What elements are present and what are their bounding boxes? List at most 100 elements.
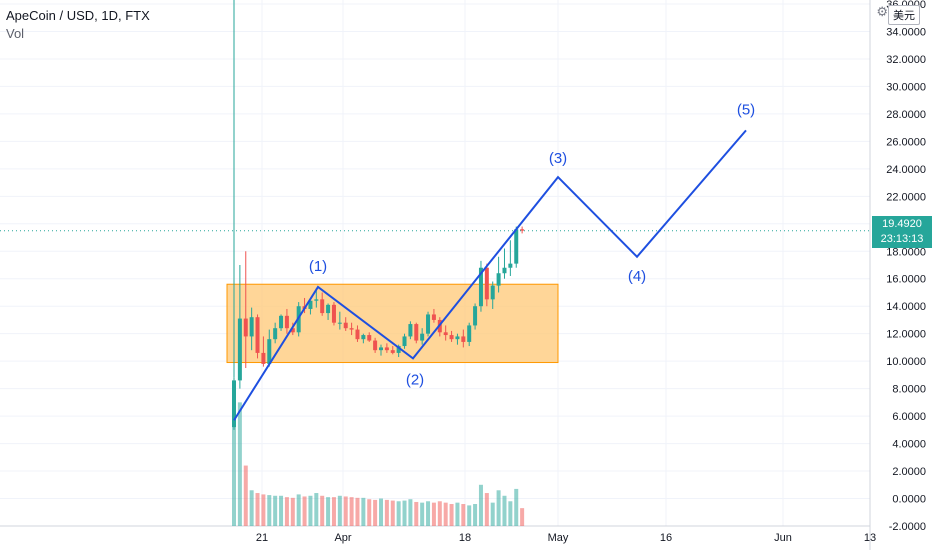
symbol-title[interactable]: ApeCoin / USD, 1D, FTX [6,8,150,23]
volume-bar [343,496,348,526]
candle-body [449,335,454,340]
currency-badge[interactable]: 美元 [888,5,920,25]
candle-body [490,285,495,300]
candle-body [520,229,525,231]
volume-bar [314,493,319,526]
volume-bar [296,494,301,526]
candle-body [408,324,413,337]
volume-bar [455,502,460,526]
volume-bars [232,402,525,526]
volume-bar [243,465,248,526]
volume-bar [308,495,313,526]
elliott-wave-path [233,129,747,421]
candle-body [331,304,336,323]
y-tick-label: 24.0000 [886,164,926,176]
candle-body [308,300,313,309]
volume-bar [355,497,360,526]
last-price-tag: 19.4920 23:13:13 [872,216,932,248]
gear-icon[interactable]: ⚙ [876,4,888,19]
y-tick-label: 32.0000 [886,54,926,66]
grid [0,0,871,527]
candle-body [420,333,425,341]
x-tick-label: 21 [256,532,268,544]
volume-bar [490,502,495,526]
candle-body [267,339,272,364]
y-tick-label: -2.0000 [889,521,926,533]
candle-body [455,336,460,340]
candle-body [478,267,483,307]
candle-body [473,306,478,326]
candle-body [284,315,289,329]
volume-bar [279,495,284,526]
volume-bar [273,495,278,526]
y-tick-label: 22.0000 [886,191,926,203]
candle-body [379,347,383,351]
volume-bar [373,499,378,526]
bar-countdown: 23:13:13 [880,233,924,245]
volume-bar [331,497,336,526]
candle-body [261,352,266,364]
y-tick-label: 0.0000 [892,494,926,506]
x-tick-label: 18 [459,532,471,544]
last-price-value: 19.4920 [882,218,922,230]
wave-label: (3) [549,150,567,167]
candle-body [279,315,284,329]
volume-bar [514,488,519,526]
y-tick-label: 6.0000 [892,411,926,423]
volume-bar [461,504,466,526]
candle-body [384,347,389,351]
candle-body [467,325,472,342]
y-tick-label: 14.0000 [886,301,926,313]
y-tick-label: 2.0000 [892,466,926,478]
y-tick-label: 28.0000 [886,109,926,121]
candle-body [443,332,448,336]
volume-bar [384,499,389,526]
volume-label: Vol [6,26,25,41]
volume-bar [502,495,507,526]
volume-bar [520,508,525,526]
candle-body [320,299,325,314]
volume-bar [290,497,295,526]
volume-bar [396,501,401,526]
volume-bar [496,490,501,526]
wave-label: (1) [309,258,327,275]
y-tick-label: 4.0000 [892,439,926,451]
candle-body [502,267,507,274]
volume-bar [337,495,342,526]
candle-body [431,314,436,320]
volume-bar [390,500,395,526]
candle-body [361,335,366,340]
volume-bar [255,493,260,526]
volume-bar [414,501,419,526]
candle-body [508,263,513,268]
x-tick-label: Jun [774,532,792,544]
volume-bar [473,504,478,526]
candle-body [367,335,372,341]
candle-body [402,336,407,347]
candle-body [461,336,466,342]
volume-bar [508,501,513,526]
candle-body [355,329,360,340]
candle-body [343,322,348,329]
volume-bar [402,500,407,526]
y-tick-label: 10.0000 [886,356,926,368]
volume-bar [367,499,372,526]
candle-body [290,328,295,333]
volume-bar [267,495,272,526]
candle-body [514,229,519,264]
candle-body [484,267,489,300]
volume-bar [302,496,307,526]
candle-body [249,317,254,337]
y-tick-label: 26.0000 [886,136,926,148]
wave-label: (2) [406,371,424,388]
x-tick-label: Apr [334,532,351,544]
candle-body [496,273,501,286]
volume-bar [284,497,289,526]
chart-legend: ApeCoin / USD, 1D, FTX Vol [6,8,150,41]
candle-body [243,318,248,337]
volume-bar [408,499,413,526]
x-tick-label: 16 [660,532,672,544]
volume-bar [237,402,242,526]
volume-bar [232,421,236,526]
